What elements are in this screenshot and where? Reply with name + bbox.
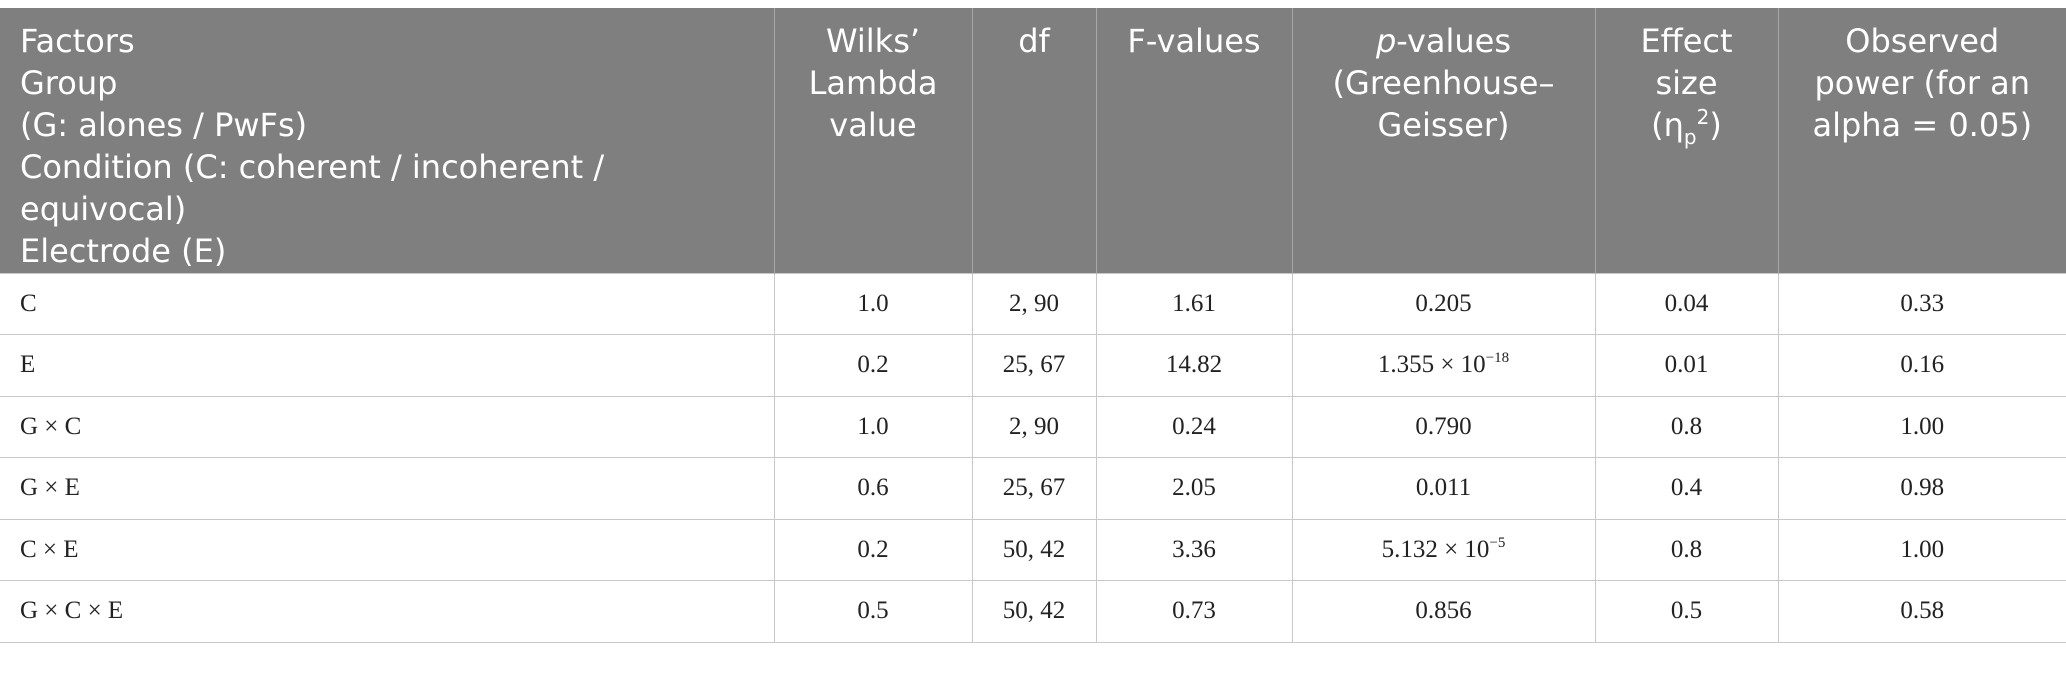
header-wilks-line: value <box>829 106 917 144</box>
cell-df: 50, 42 <box>971 518 1097 581</box>
p-value-base: 0.790 <box>1415 412 1472 440</box>
cell-factor: G × E <box>0 457 775 520</box>
header-power-line: Observed <box>1845 22 2000 60</box>
header-factors-line: equivocal) <box>20 190 187 228</box>
cell-df: 25, 67 <box>971 457 1097 520</box>
p-value-base: 0.011 <box>1415 474 1472 502</box>
cell-f-value: 2.05 <box>1095 457 1293 520</box>
header-factors: Factors Group (G: alones / PwFs) Conditi… <box>0 8 774 273</box>
cell-p-value: 0.011 <box>1291 457 1596 520</box>
header-factors-line: Electrode (E) <box>20 232 227 270</box>
header-power-line: power (for an <box>1814 64 2031 102</box>
header-p-values-line: Geisser) <box>1377 106 1510 144</box>
cell-factor: G × C <box>0 395 775 458</box>
table-row: G × C 1.0 2, 90 0.24 0.790 0.8 1.00 <box>0 395 2066 458</box>
p-value-base: 5.132 × 10 <box>1381 535 1490 563</box>
cell-f-value: 0.73 <box>1095 580 1293 643</box>
cell-df: 2, 90 <box>971 272 1097 335</box>
cell-factor: C × E <box>0 518 775 581</box>
cell-f-value: 0.24 <box>1095 395 1293 458</box>
cell-observed-power: 1.00 <box>1777 518 2066 581</box>
header-wilks-line: Wilks’ <box>825 22 921 60</box>
cell-wilks: 0.6 <box>773 457 973 520</box>
cell-f-value: 3.36 <box>1095 518 1293 581</box>
cell-wilks: 0.2 <box>773 518 973 581</box>
cell-effect-size: 0.04 <box>1594 272 1779 335</box>
cell-effect-size: 0.5 <box>1594 580 1779 643</box>
cell-p-value: 0.856 <box>1291 580 1596 643</box>
cell-wilks: 0.2 <box>773 334 973 397</box>
cell-observed-power: 0.58 <box>1777 580 2066 643</box>
header-observed-power: Observed power (for an alpha = 0.05) <box>1777 8 2066 273</box>
cell-df: 25, 67 <box>971 334 1097 397</box>
header-p-rest: -values <box>1396 22 1512 60</box>
cell-factor: G × C × E <box>0 580 775 643</box>
header-p-values-line: (Greenhouse– <box>1332 64 1555 102</box>
header-f-values-label: F-values <box>1127 22 1261 60</box>
header-wilks-line: Lambda <box>808 64 938 102</box>
cell-f-value: 14.82 <box>1095 334 1293 397</box>
header-df: df <box>971 8 1096 273</box>
header-wilks-lambda: Wilks’ Lambda value <box>773 8 972 273</box>
header-row: Factors Group (G: alones / PwFs) Conditi… <box>0 8 2066 273</box>
cell-observed-power: 1.00 <box>1777 395 2066 458</box>
header-effect-sub: p <box>1683 125 1697 149</box>
header-effect-close: ) <box>1709 106 1722 144</box>
cell-p-value: 0.790 <box>1291 395 1596 458</box>
header-effect-line: size <box>1655 64 1718 102</box>
header-effect-size: Effect size (ηp2) <box>1594 8 1778 273</box>
table-row: E 0.2 25, 67 14.82 1.355 × 10−18 0.01 0.… <box>0 334 2066 397</box>
cell-p-value: 0.205 <box>1291 272 1596 335</box>
p-value-exponent: −5 <box>1489 534 1506 551</box>
cell-df: 50, 42 <box>971 580 1097 643</box>
cell-wilks: 1.0 <box>773 272 973 335</box>
header-effect-sup: 2 <box>1696 105 1710 129</box>
header-f-values: F-values <box>1095 8 1292 273</box>
header-factors-line: Group <box>20 64 118 102</box>
table-row: C × E 0.2 50, 42 3.36 5.132 × 10−5 0.8 1… <box>0 518 2066 581</box>
cell-effect-size: 0.8 <box>1594 518 1779 581</box>
cell-effect-size: 0.8 <box>1594 395 1779 458</box>
header-effect-eta: η <box>1663 106 1684 144</box>
cell-wilks: 1.0 <box>773 395 973 458</box>
header-effect-open: ( <box>1651 106 1664 144</box>
header-factors-line: (G: alones / PwFs) <box>20 106 308 144</box>
cell-factor: C <box>0 272 775 335</box>
p-value-base: 1.355 × 10 <box>1377 351 1486 379</box>
table-body: C 1.0 2, 90 1.61 0.205 0.04 0.33 E 0.2 2… <box>0 272 2066 643</box>
cell-observed-power: 0.16 <box>1777 334 2066 397</box>
cell-observed-power: 0.33 <box>1777 272 2066 335</box>
header-factors-line: Condition (C: coherent / incoherent / <box>20 148 605 186</box>
cell-f-value: 1.61 <box>1095 272 1293 335</box>
p-value-base: 0.205 <box>1415 289 1472 317</box>
cell-df: 2, 90 <box>971 395 1097 458</box>
cell-factor: E <box>0 334 775 397</box>
cell-observed-power: 0.98 <box>1777 457 2066 520</box>
p-value-exponent: −18 <box>1485 350 1510 367</box>
header-df-label: df <box>1018 22 1050 60</box>
header-p-values-line: p-values <box>1301 20 1587 62</box>
header-effect-symbol: (ηp2) <box>1604 104 1770 149</box>
header-p-values: p-values (Greenhouse– Geisser) <box>1291 8 1595 273</box>
p-value-base: 0.856 <box>1415 597 1472 625</box>
table-header: Factors Group (G: alones / PwFs) Conditi… <box>0 8 2066 273</box>
manova-results-table: Factors Group (G: alones / PwFs) Conditi… <box>0 8 2066 643</box>
header-p-italic: p <box>1375 22 1397 60</box>
cell-p-value: 5.132 × 10−5 <box>1291 518 1596 581</box>
table-row: G × E 0.6 25, 67 2.05 0.011 0.4 0.98 <box>0 457 2066 520</box>
table-row: C 1.0 2, 90 1.61 0.205 0.04 0.33 <box>0 272 2066 335</box>
cell-effect-size: 0.4 <box>1594 457 1779 520</box>
header-effect-line: Effect <box>1640 22 1733 60</box>
cell-effect-size: 0.01 <box>1594 334 1779 397</box>
cell-p-value: 1.355 × 10−18 <box>1291 334 1596 397</box>
header-factors-line: Factors <box>20 22 135 60</box>
cell-wilks: 0.5 <box>773 580 973 643</box>
table-row: G × C × E 0.5 50, 42 0.73 0.856 0.5 0.58 <box>0 580 2066 643</box>
header-power-line: alpha = 0.05) <box>1812 106 2033 144</box>
